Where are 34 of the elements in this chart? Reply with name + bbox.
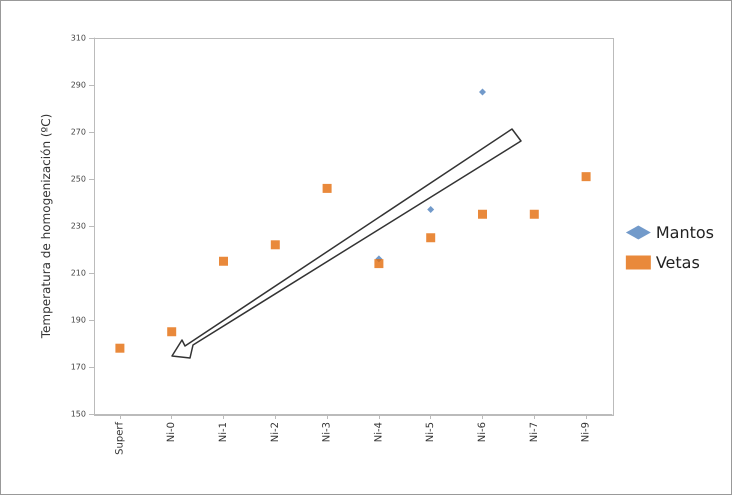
x-tick-label: Ni-4 <box>373 422 384 442</box>
y-tick-label: 210 <box>70 268 86 278</box>
x-tick-label: Ni-9 <box>580 422 592 442</box>
point <box>167 327 176 336</box>
y-tick-label: 290 <box>70 80 86 90</box>
point <box>479 88 486 96</box>
x-tick-label: Ni-7 <box>528 422 540 442</box>
point <box>374 259 384 268</box>
y-tick-label: 250 <box>70 174 86 184</box>
legend-label: Mantos <box>656 223 714 242</box>
point <box>478 210 487 219</box>
point <box>427 206 434 214</box>
x-tick-label: Ni-5 <box>425 422 436 442</box>
x-tick-label: Ni-6 <box>477 422 488 442</box>
point <box>530 210 539 219</box>
x-tick-label: Ni-1 <box>218 422 229 442</box>
y-tick-label: 230 <box>70 222 86 230</box>
y-tick-label: 170 <box>70 362 86 372</box>
point <box>270 240 280 250</box>
y-tick-label: 310 <box>70 34 86 42</box>
y-tick-label: 270 <box>70 128 86 136</box>
point <box>582 172 591 182</box>
x-tick-label: Ni-2 <box>270 422 281 442</box>
point <box>115 344 124 353</box>
point <box>322 184 332 193</box>
point <box>219 256 228 266</box>
legend-label: Vetas <box>656 253 700 272</box>
point <box>426 233 436 242</box>
x-tick-label: Superf <box>114 422 126 455</box>
x-tick-label: Ni-0 <box>166 422 178 442</box>
y-tick-label: 190 <box>70 316 86 324</box>
y-tick-label: 150 <box>70 410 86 418</box>
x-tick-label: Ni-3 <box>322 422 333 442</box>
y-axis-title: Temperatura de homogenización (ºC) <box>39 114 53 340</box>
